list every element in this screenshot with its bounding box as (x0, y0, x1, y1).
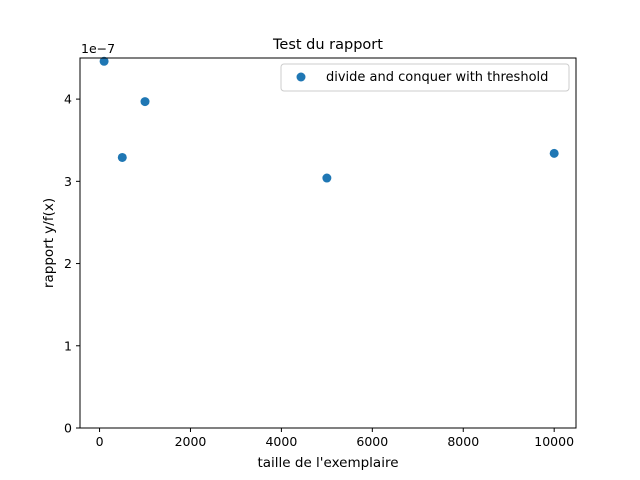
legend: divide and conquer with threshold (280, 63, 570, 92)
x-tick-label: 4000 (265, 434, 297, 449)
x-axis-label: taille de l'exemplaire (257, 455, 398, 471)
y-tick-label: 4 (64, 92, 72, 107)
y-offset-label: 1e−7 (81, 41, 115, 56)
legend-box (280, 63, 570, 92)
y-axis-label: rapport y/f(x) (41, 198, 57, 288)
data-point (117, 152, 127, 162)
plot-area (79, 57, 577, 429)
legend-label: divide and conquer with threshold (326, 70, 548, 85)
x-tick-label: 2000 (175, 434, 207, 449)
y-tick-label: 3 (64, 174, 72, 189)
y-tick-label: 0 (64, 421, 72, 436)
x-tick-label: 8000 (447, 434, 479, 449)
data-point (99, 56, 109, 66)
x-tick-label: 10000 (534, 434, 574, 449)
chart-title: Test du rapport (272, 37, 383, 53)
legend-marker (296, 72, 306, 82)
x-tick-label: 0 (96, 434, 104, 449)
data-point (140, 97, 150, 107)
y-tick-label: 1 (64, 338, 72, 353)
data-point (549, 148, 559, 158)
x-tick-label: 6000 (356, 434, 388, 449)
y-tick-label: 2 (64, 256, 72, 271)
data-point (322, 173, 332, 183)
